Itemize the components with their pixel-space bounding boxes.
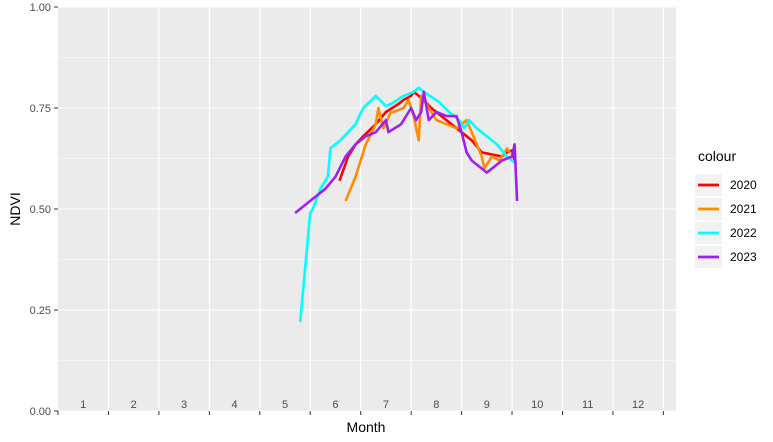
series-line-2023 bbox=[294, 90, 519, 215]
legend-label-2022: 2022 bbox=[730, 226, 757, 240]
legend-label-2020: 2020 bbox=[730, 178, 757, 192]
month-label: 1 bbox=[80, 399, 86, 411]
month-label: 10 bbox=[531, 399, 543, 411]
month-label: 8 bbox=[433, 399, 439, 411]
y-tick-label: 0.75 bbox=[30, 103, 51, 115]
legend-label-2023: 2023 bbox=[730, 250, 757, 264]
month-labels: 1 2 3 4 5 6 7 8 9 10 11 12 bbox=[80, 399, 644, 411]
month-label: 12 bbox=[632, 399, 644, 411]
month-label: 5 bbox=[282, 399, 288, 411]
month-label: 7 bbox=[383, 399, 389, 411]
x-axis-title: Month bbox=[347, 419, 386, 435]
legend: colour 2020 2021 2022 2023 bbox=[695, 148, 757, 268]
grid-lines bbox=[58, 6, 676, 412]
legend-items: 2020 2021 2022 2023 bbox=[695, 174, 757, 268]
y-tick-label: 0.00 bbox=[30, 406, 51, 418]
x-axis-ticks bbox=[57, 411, 664, 415]
y-tick-label: 1.00 bbox=[30, 2, 51, 14]
y-axis-ticks: 0.00 0.25 0.50 0.75 1.00 bbox=[30, 2, 58, 418]
month-label: 4 bbox=[232, 399, 238, 411]
y-tick-label: 0.50 bbox=[30, 204, 51, 216]
y-tick-label: 0.25 bbox=[30, 305, 51, 317]
month-label: 2 bbox=[131, 399, 137, 411]
legend-label-2021: 2021 bbox=[730, 202, 757, 216]
series-lines bbox=[294, 86, 519, 323]
month-label: 9 bbox=[484, 399, 490, 411]
month-label: 11 bbox=[582, 399, 593, 411]
series-line-2021 bbox=[344, 94, 511, 202]
y-axis-title: NDVI bbox=[7, 192, 23, 225]
legend-title: colour bbox=[698, 148, 736, 164]
month-label: 6 bbox=[332, 399, 338, 411]
series-line-2022 bbox=[298, 86, 518, 323]
month-label: 3 bbox=[181, 399, 187, 411]
